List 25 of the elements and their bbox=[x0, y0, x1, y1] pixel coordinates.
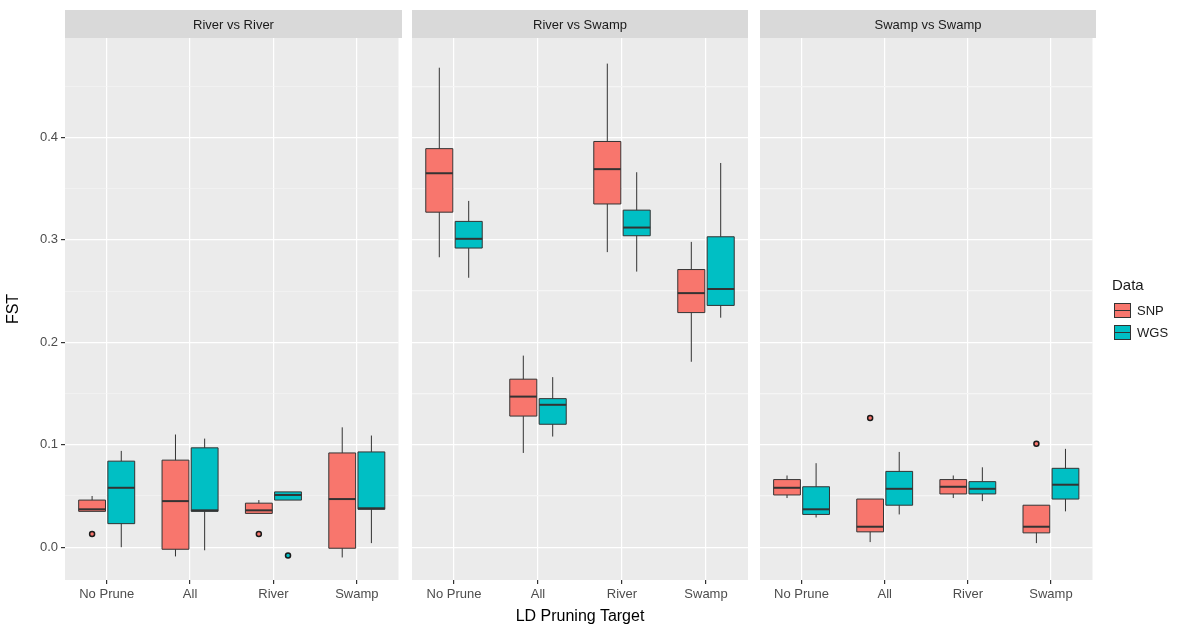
chart-title: River vs River bbox=[65, 10, 402, 38]
legend-label: SNP bbox=[1137, 302, 1164, 318]
y-tick-label: 0.1 bbox=[39, 436, 58, 452]
y-tick-label: 0.0 bbox=[39, 538, 58, 554]
x-tick-label: All bbox=[530, 586, 546, 602]
x-tick-label: All bbox=[877, 586, 893, 602]
legend-label: WGS bbox=[1137, 324, 1169, 340]
x-tick-label: Swamp bbox=[335, 586, 379, 602]
x-tick-label: No Prune bbox=[426, 586, 482, 602]
chart-title: River vs Swamp bbox=[412, 10, 748, 38]
y-axis-title: FST bbox=[4, 293, 22, 325]
x-tick-label: River bbox=[952, 586, 984, 602]
x-tick-label: Swamp bbox=[684, 586, 728, 602]
x-axis-title: LD Pruning Target bbox=[515, 606, 645, 624]
x-tick-label: All bbox=[182, 586, 198, 602]
x-tick-label: River bbox=[258, 586, 290, 602]
chart-title: Swamp vs Swamp bbox=[760, 10, 1096, 38]
x-tick-label: No Prune bbox=[79, 586, 135, 602]
x-tick-label: River bbox=[606, 586, 638, 602]
y-tick-label: 0.2 bbox=[39, 333, 58, 349]
y-tick-label: 0.4 bbox=[39, 128, 58, 144]
legend-title: Data bbox=[1112, 276, 1145, 293]
x-tick-label: No Prune bbox=[774, 586, 830, 602]
x-tick-label: Swamp bbox=[1029, 586, 1073, 602]
y-tick-label: 0.3 bbox=[39, 231, 58, 247]
